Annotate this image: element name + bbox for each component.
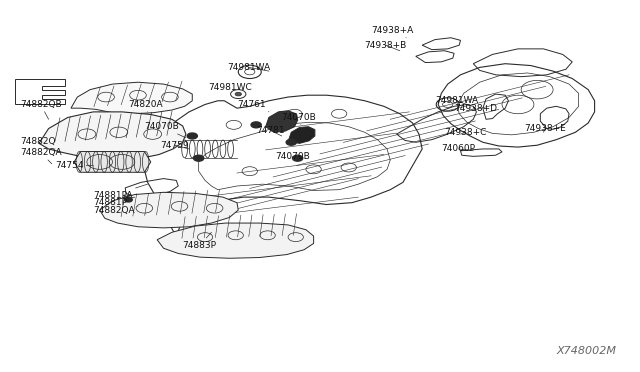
- Polygon shape: [157, 223, 314, 258]
- Text: 74070B: 74070B: [282, 113, 316, 125]
- Text: 74781: 74781: [256, 126, 285, 136]
- Polygon shape: [266, 111, 298, 132]
- Text: 74938+B: 74938+B: [365, 41, 407, 51]
- Circle shape: [251, 122, 261, 128]
- Text: 74820A: 74820A: [129, 100, 163, 112]
- Text: 74981WC: 74981WC: [208, 83, 252, 95]
- Polygon shape: [39, 112, 186, 160]
- Circle shape: [292, 155, 303, 161]
- Text: 74981WA: 74981WA: [227, 63, 271, 72]
- Text: 74882QB: 74882QB: [20, 100, 61, 119]
- Text: 74754: 74754: [55, 161, 93, 170]
- Text: 74882QA: 74882QA: [93, 206, 138, 215]
- Polygon shape: [74, 151, 151, 172]
- Text: 74938+C: 74938+C: [445, 128, 487, 137]
- Text: 74882QA: 74882QA: [20, 148, 61, 164]
- Text: 74938+D: 74938+D: [454, 104, 497, 113]
- Circle shape: [286, 139, 296, 145]
- Text: 74881P: 74881P: [93, 197, 135, 207]
- Circle shape: [193, 155, 204, 161]
- Text: 74883P: 74883P: [182, 232, 217, 250]
- Circle shape: [187, 133, 197, 139]
- Text: 74938+E: 74938+E: [524, 124, 566, 133]
- Text: 74060P: 74060P: [442, 144, 476, 153]
- Polygon shape: [71, 82, 192, 114]
- Text: 74761: 74761: [237, 100, 269, 112]
- Text: 74938+A: 74938+A: [371, 26, 413, 38]
- Polygon shape: [288, 127, 315, 143]
- Text: 74759: 74759: [161, 141, 189, 150]
- Circle shape: [235, 92, 241, 96]
- Polygon shape: [100, 192, 238, 228]
- Text: 74070B: 74070B: [145, 122, 186, 138]
- Text: 74881PA: 74881PA: [93, 184, 148, 200]
- Text: 74981WA: 74981WA: [435, 96, 478, 105]
- Circle shape: [125, 198, 132, 202]
- Text: 74882Q: 74882Q: [20, 137, 55, 149]
- Text: 74070B: 74070B: [275, 152, 310, 161]
- Text: X748002M: X748002M: [556, 346, 616, 356]
